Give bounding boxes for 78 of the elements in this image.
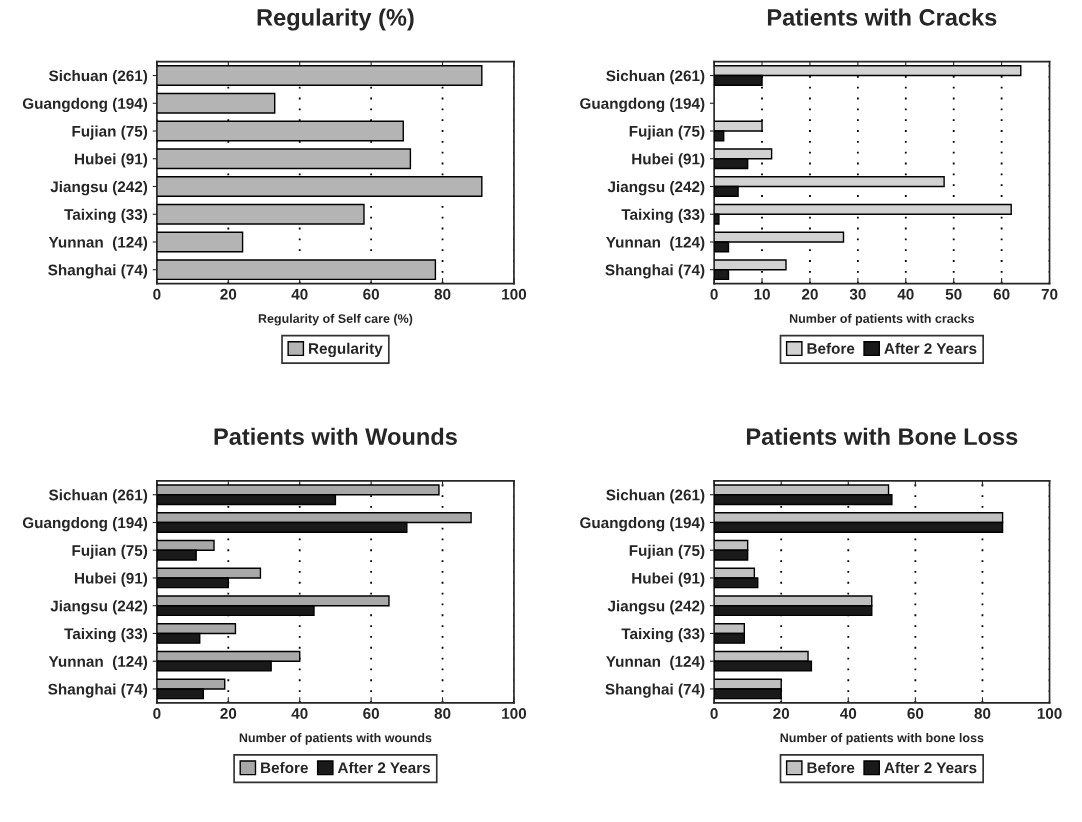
chart-title: Patients with Cracks bbox=[767, 8, 997, 26]
y-tick-label: Sichuan (261) bbox=[48, 69, 148, 85]
x-axis-title: Regularity of Self care (%) bbox=[258, 313, 413, 326]
y-tick-label: Fujian (75) bbox=[629, 544, 705, 559]
x-tick-label: 40 bbox=[291, 288, 308, 300]
y-tick-label: Taixing (33) bbox=[621, 627, 705, 643]
x-tick-label: 20 bbox=[220, 708, 237, 719]
legend-label: Before bbox=[261, 761, 308, 774]
chart-title: Regularity (%) bbox=[257, 8, 414, 31]
chart-title: Patients with Bone Loss bbox=[746, 427, 1018, 445]
legend-label: After 2 Years bbox=[884, 342, 977, 354]
legend-label: Before bbox=[807, 761, 855, 774]
x-tick-label: 40 bbox=[897, 288, 914, 300]
y-tick-label: Jiangsu (242) bbox=[607, 180, 705, 196]
y-tick-label: Yunnan (124) bbox=[606, 236, 705, 251]
chart-title: Patients with Wounds bbox=[214, 427, 457, 445]
y-tick-label: Hubei (91) bbox=[632, 153, 705, 168]
y-tick-label: Jiangsu (242) bbox=[50, 600, 148, 615]
y-tick-label: Guangdong (194) bbox=[580, 97, 705, 113]
x-tick-label: 100 bbox=[502, 708, 527, 719]
x-tick-label: 60 bbox=[907, 708, 924, 719]
y-tick-label: Shanghai (74) bbox=[605, 683, 705, 698]
legend-label: Regularity bbox=[309, 342, 383, 358]
y-tick-label: Taixing (33) bbox=[621, 208, 705, 224]
y-tick-label: Jiangsu (242) bbox=[50, 180, 148, 196]
y-tick-label: Fujian (75) bbox=[629, 125, 705, 140]
x-tick-label: 0 bbox=[153, 288, 161, 300]
x-tick-label: 20 bbox=[773, 708, 790, 719]
y-tick-label: Guangdong (194) bbox=[580, 516, 705, 532]
y-tick-label: Fujian (75) bbox=[72, 125, 148, 140]
y-tick-label: Hubei (91) bbox=[75, 572, 148, 587]
y-tick-label: Hubei (91) bbox=[75, 153, 148, 168]
y-tick-label: Guangdong (194) bbox=[22, 97, 148, 113]
y-tick-label: Taixing (33) bbox=[64, 627, 148, 643]
y-tick-label: Shanghai (74) bbox=[48, 683, 148, 698]
bar bbox=[156, 148, 412, 170]
x-axis-title: Number of patients with bone loss bbox=[780, 733, 984, 745]
legend-label: After 2 Years bbox=[337, 761, 431, 774]
x-tick-label: 100 bbox=[502, 288, 527, 300]
x-tick-label: 0 bbox=[710, 288, 718, 300]
x-tick-label: 10 bbox=[754, 288, 770, 300]
x-tick-label: 100 bbox=[1037, 708, 1062, 719]
y-tick-label: Sichuan (261) bbox=[606, 69, 705, 85]
y-tick-label: Fujian (75) bbox=[72, 544, 148, 559]
y-tick-label: Guangdong (194) bbox=[22, 516, 148, 532]
y-tick-label: Yunnan (124) bbox=[606, 655, 705, 670]
y-tick-label: Shanghai (74) bbox=[48, 264, 148, 279]
y-tick-label: Hubei (91) bbox=[632, 572, 705, 587]
x-tick-label: 50 bbox=[945, 288, 962, 300]
bar bbox=[156, 203, 365, 225]
x-tick-label: 80 bbox=[434, 288, 451, 300]
x-tick-label: 0 bbox=[153, 708, 161, 719]
x-tick-label: 80 bbox=[974, 708, 991, 719]
y-tick-label: Sichuan (261) bbox=[606, 489, 705, 504]
x-tick-label: 80 bbox=[434, 708, 451, 719]
x-tick-label: 60 bbox=[363, 708, 379, 719]
x-tick-label: 20 bbox=[801, 288, 818, 300]
y-tick-label: Yunnan (124) bbox=[48, 655, 148, 670]
x-tick-label: 40 bbox=[840, 708, 857, 719]
legend-label: After 2 Years bbox=[884, 761, 977, 774]
x-axis-title: Number of patients with cracks bbox=[789, 313, 975, 326]
legend-label: Before bbox=[807, 342, 855, 354]
x-tick-label: 60 bbox=[363, 288, 379, 300]
bar bbox=[156, 92, 276, 114]
y-tick-label: Shanghai (74) bbox=[605, 264, 705, 279]
y-tick-label: Yunnan (124) bbox=[48, 236, 148, 251]
y-tick-label: Taixing (33) bbox=[64, 208, 148, 224]
bar bbox=[156, 259, 437, 281]
x-tick-label: 40 bbox=[291, 708, 308, 719]
x-tick-label: 20 bbox=[220, 288, 237, 300]
x-tick-label: 0 bbox=[710, 708, 718, 719]
x-axis-title: Number of patients with wounds bbox=[239, 733, 432, 745]
y-tick-label: Sichuan (261) bbox=[48, 489, 148, 504]
y-tick-label: Jiangsu (242) bbox=[607, 600, 705, 615]
x-tick-label: 30 bbox=[849, 288, 866, 300]
bar bbox=[156, 231, 244, 253]
x-tick-label: 70 bbox=[1041, 288, 1058, 300]
x-tick-label: 60 bbox=[993, 288, 1010, 300]
